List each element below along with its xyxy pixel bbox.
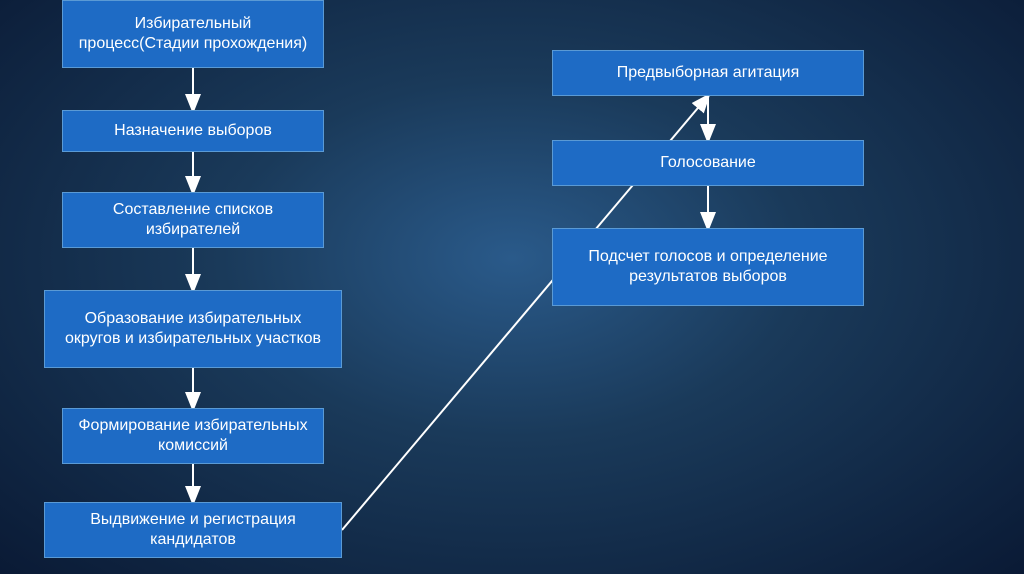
flow-node-label: Предвыборная агитация [617,63,800,83]
flow-node-n1: Назначение выборов [62,110,324,152]
flow-arrows [0,0,1024,574]
flow-node-label: Избирательный процесс(Стадии прохождения… [75,14,311,54]
flow-node-n8: Подсчет голосов и определение результато… [552,228,864,306]
flow-node-label: Голосование [660,153,756,173]
flow-node-n6: Предвыборная агитация [552,50,864,96]
flow-node-label: Назначение выборов [114,121,272,141]
flow-node-label: Формирование избирательных комиссий [75,416,311,456]
flow-node-n7: Голосование [552,140,864,186]
flow-node-n5: Выдвижение и регистрация кандидатов [44,502,342,558]
flow-node-n0: Избирательный процесс(Стадии прохождения… [62,0,324,68]
flow-node-label: Подсчет голосов и определение результато… [565,247,851,287]
flow-node-label: Образование избирательных округов и изби… [57,309,329,349]
flow-node-label: Выдвижение и регистрация кандидатов [57,510,329,550]
flow-node-n3: Образование избирательных округов и изби… [44,290,342,368]
flow-node-n2: Составление списков избирателей [62,192,324,248]
flow-node-label: Составление списков избирателей [75,200,311,240]
flow-node-n4: Формирование избирательных комиссий [62,408,324,464]
